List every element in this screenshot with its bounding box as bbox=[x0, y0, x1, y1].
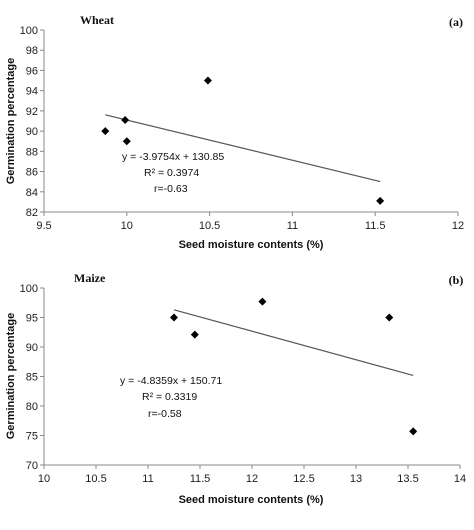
x-tick-label: 10.5 bbox=[85, 473, 106, 485]
y-tick-label: 90 bbox=[26, 342, 38, 354]
data-point bbox=[122, 137, 131, 146]
data-point bbox=[190, 330, 199, 339]
regression-equation-line: R² = 0.3974 bbox=[144, 167, 199, 179]
x-tick-label: 12.5 bbox=[293, 473, 314, 485]
x-tick-label: 12 bbox=[246, 473, 258, 485]
x-axis-title: Seed moisture contents (%) bbox=[179, 239, 324, 251]
x-tick-label: 11.5 bbox=[190, 473, 211, 485]
y-tick-label: 100 bbox=[20, 25, 38, 37]
wheat-scatter-chart: 82 84 86 88 90 92 94 96 98 100 9.5 10 10.5 11 11.5 12 Se… bbox=[5, 13, 464, 251]
chart-panel-maize: 70 75 80 85 90 95 100 10 10.5 11 11.5 12 12.5 13 13.5 1… bbox=[0, 265, 474, 530]
y-tick-label: 96 bbox=[26, 65, 38, 77]
x-tick-label: 9.5 bbox=[36, 220, 51, 232]
data-point bbox=[385, 313, 394, 322]
y-axis-title: Germination percentage bbox=[5, 313, 17, 440]
data-point bbox=[376, 196, 385, 205]
trendline bbox=[173, 309, 414, 376]
y-tick-label: 94 bbox=[26, 86, 38, 98]
x-tick-label: 11.5 bbox=[365, 220, 386, 232]
y-tick-label: 82 bbox=[26, 207, 38, 219]
y-axis-title: Germination percentage bbox=[5, 58, 17, 185]
y-tick-label: 86 bbox=[26, 167, 38, 179]
x-tick-label: 11 bbox=[142, 473, 153, 485]
data-point bbox=[258, 297, 267, 306]
y-tick-label: 98 bbox=[26, 45, 38, 57]
y-tick-label: 84 bbox=[26, 187, 38, 199]
x-tick-label: 10 bbox=[121, 220, 133, 232]
y-tick-label: 85 bbox=[26, 372, 38, 384]
regression-equation-line: y = -3.9754x + 130.85 bbox=[122, 151, 224, 163]
y-tick-label: 92 bbox=[26, 106, 38, 118]
regression-equation-line: r=-0.63 bbox=[154, 183, 188, 195]
y-tick-label: 80 bbox=[26, 401, 38, 413]
y-tick-label: 75 bbox=[26, 431, 38, 443]
y-tick-label: 90 bbox=[26, 126, 38, 138]
y-tick-label: 70 bbox=[26, 460, 38, 472]
y-tick-label: 100 bbox=[20, 283, 38, 295]
maize-scatter-chart: 70 75 80 85 90 95 100 10 10.5 11 11.5 12 12.5 13 13.5 1… bbox=[5, 271, 466, 506]
data-point bbox=[121, 115, 130, 124]
panel-label: (b) bbox=[449, 273, 464, 287]
x-tick-label: 14 bbox=[454, 473, 466, 485]
trendline bbox=[105, 114, 381, 183]
x-tick-label: 11 bbox=[287, 220, 298, 232]
data-point bbox=[203, 76, 212, 85]
x-tick-label: 13 bbox=[350, 473, 362, 485]
regression-equation-line: y = -4.8359x + 150.71 bbox=[120, 375, 222, 387]
data-point bbox=[409, 427, 418, 436]
data-point bbox=[170, 313, 178, 322]
x-tick-label: 10 bbox=[38, 473, 50, 485]
chart-panel-wheat: 82 84 86 88 90 92 94 96 98 100 9.5 10 10.5 11 11.5 12 Se… bbox=[5, 13, 464, 251]
chart-title: Wheat bbox=[80, 13, 114, 27]
x-axis-title: Seed moisture contents (%) bbox=[179, 494, 324, 506]
y-tick-label: 88 bbox=[26, 146, 38, 158]
x-tick-label: 12 bbox=[452, 220, 464, 232]
y-tick-label: 95 bbox=[26, 313, 38, 325]
regression-equation-line: r=-0.58 bbox=[148, 408, 182, 420]
x-tick-label: 13.5 bbox=[397, 473, 418, 485]
regression-equation-line: R² = 0.3319 bbox=[142, 391, 197, 403]
x-tick-label: 10.5 bbox=[199, 220, 220, 232]
panel-label: (a) bbox=[449, 15, 463, 29]
chart-title: Maize bbox=[74, 271, 106, 285]
data-point bbox=[101, 127, 110, 136]
